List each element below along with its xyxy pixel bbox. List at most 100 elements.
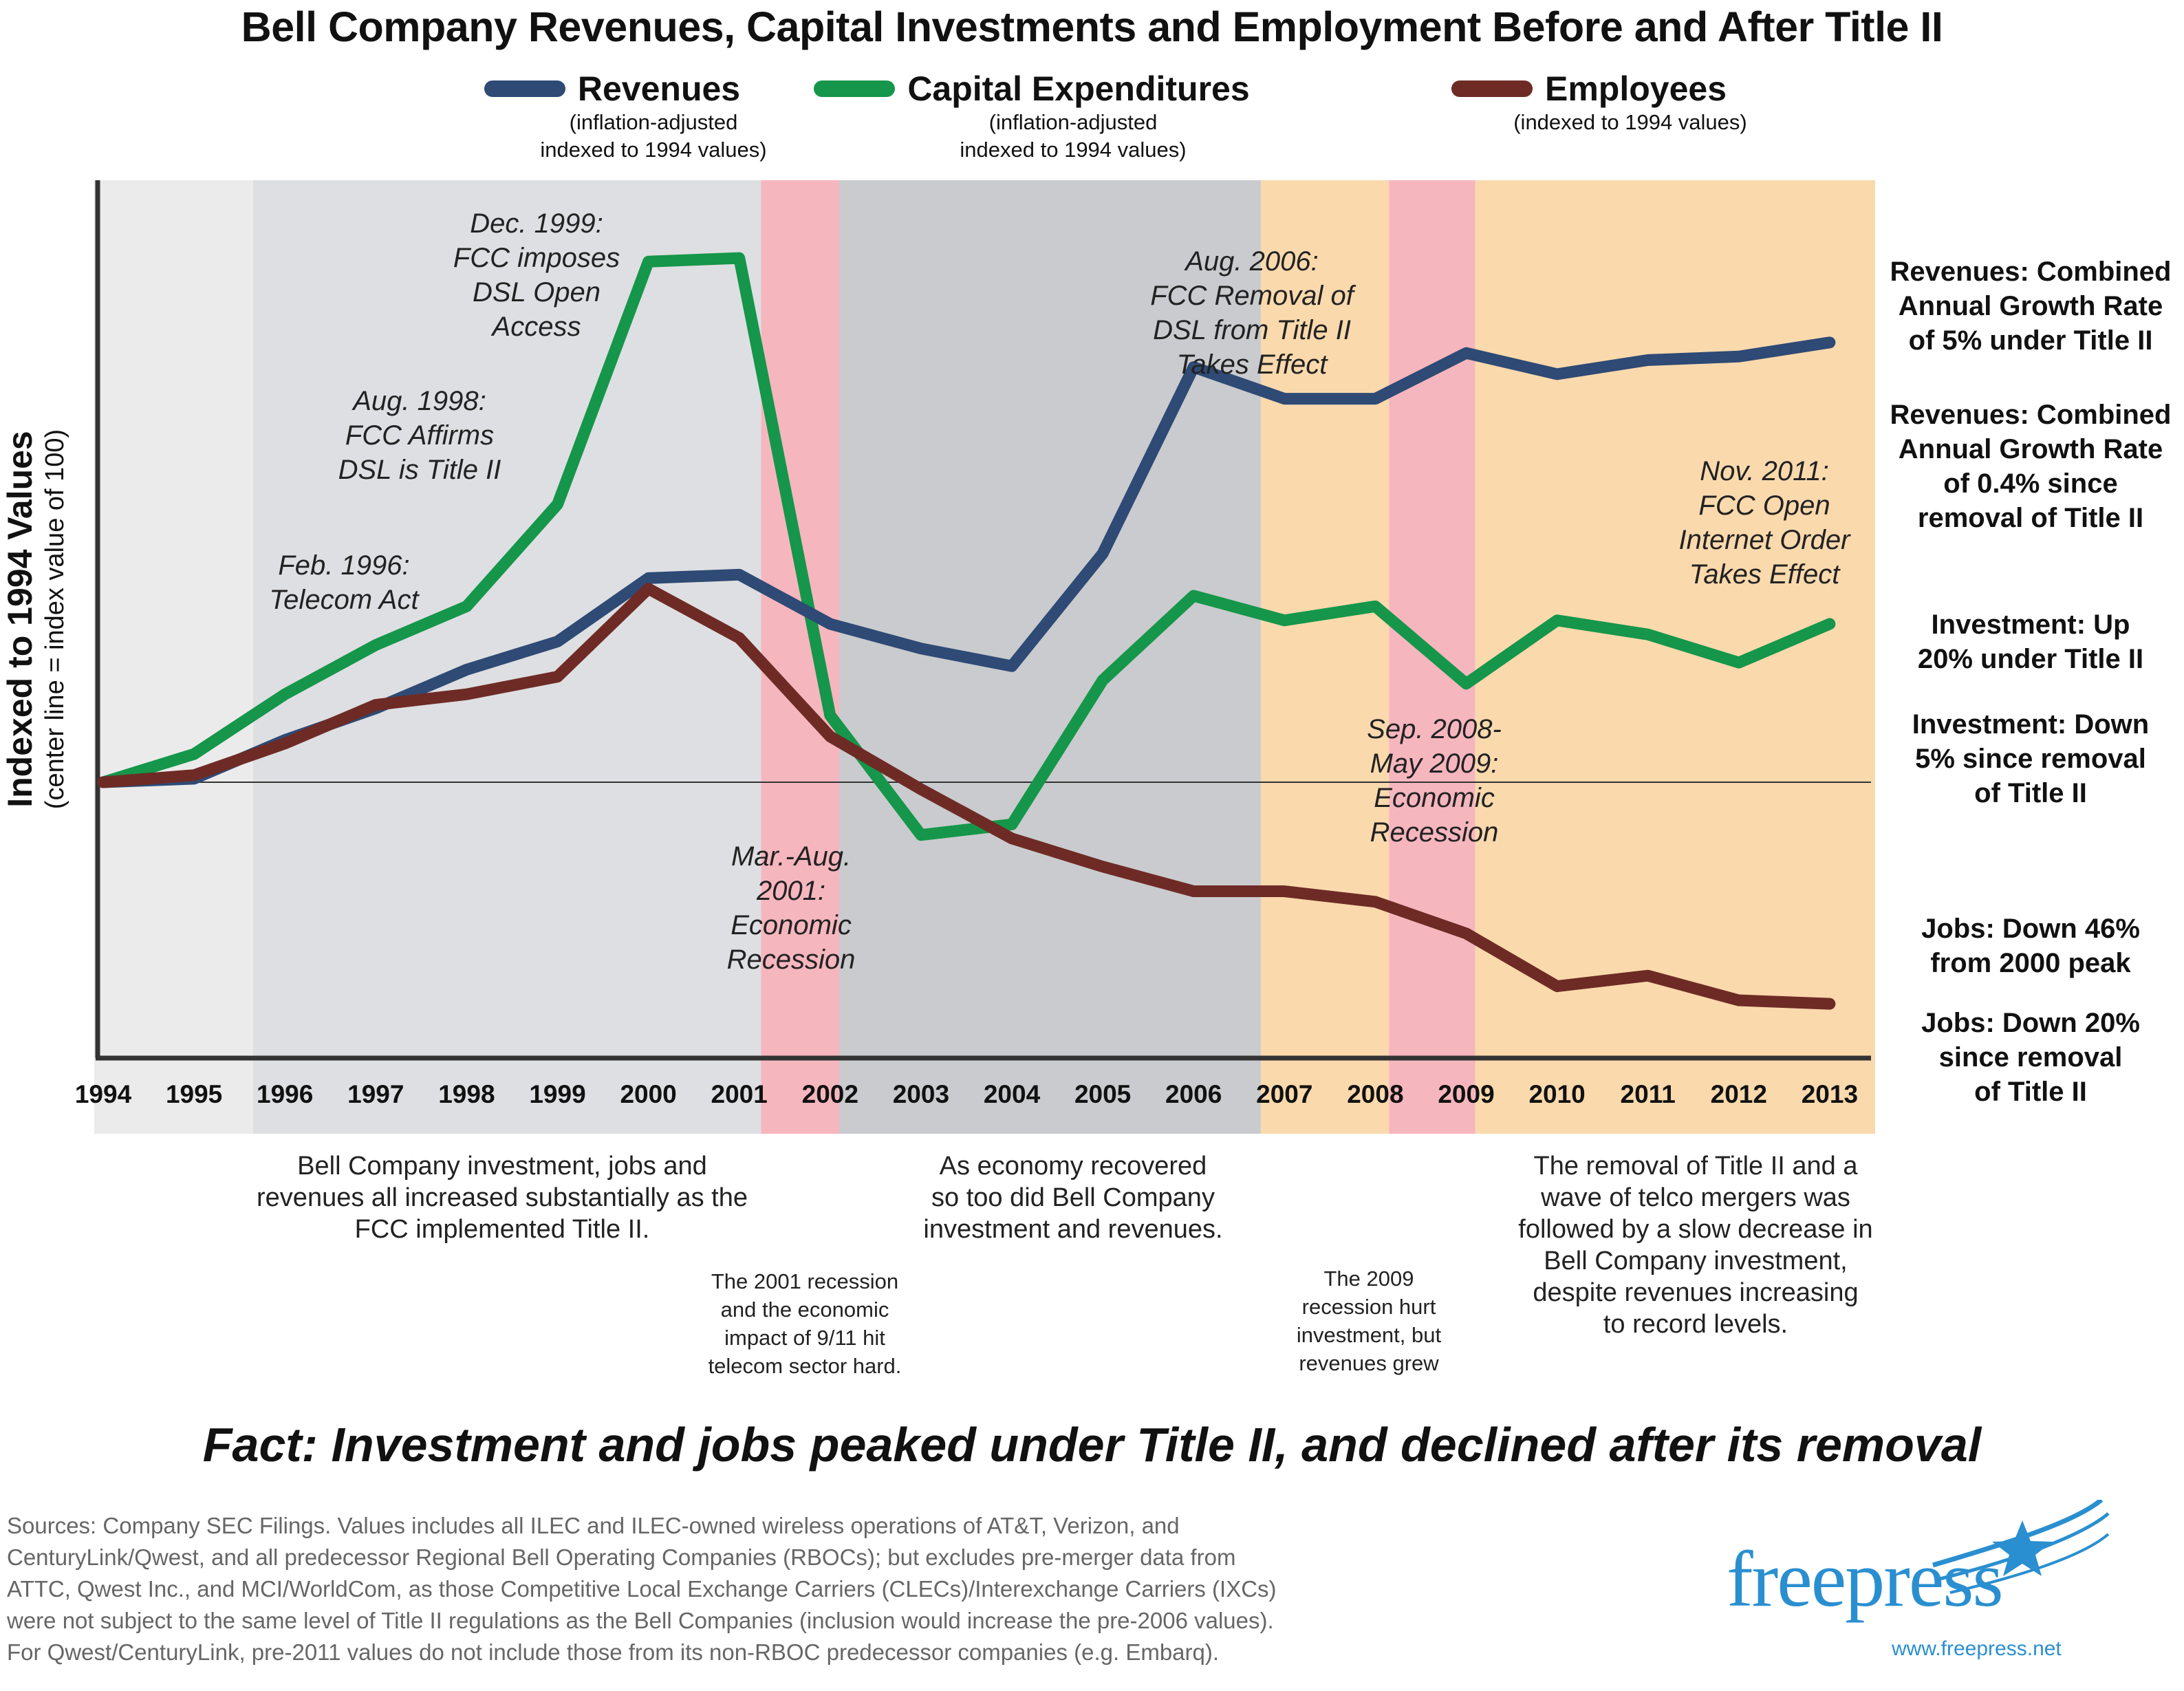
annotation-line: FCC imposes xyxy=(453,243,620,273)
annotation-line: Dec. 1999: xyxy=(470,208,603,239)
caption-line: so too did Bell Company xyxy=(931,1183,1215,1212)
annotation-recession-2008: Sep. 2008- May 2009: Economic Recession xyxy=(1307,712,1561,850)
chart-title: Bell Company Revenues, Capital Investmen… xyxy=(241,3,1943,50)
x-tick-label: 2007 xyxy=(1256,1080,1312,1108)
legend-revenues-note-1: (inflation-adjusted xyxy=(569,110,738,134)
caption-line: recession hurt xyxy=(1301,1295,1436,1319)
annotation-aug-2006: Aug. 2006: FCC Removal of DSL from Title… xyxy=(1114,244,1390,382)
x-tick-label: 2003 xyxy=(893,1080,949,1108)
series-line-capital-expenditures xyxy=(97,252,1836,841)
callout-line: of Title II xyxy=(1974,1077,2087,1107)
x-tick-label: 1997 xyxy=(347,1080,404,1108)
sources-line: Sources: Company SEC Filings. Values inc… xyxy=(7,1513,1180,1538)
caption-line: investment, but xyxy=(1296,1323,1442,1347)
legend-employees: Employees (indexed to 1994 values) xyxy=(1369,69,1809,136)
caption-line: impact of 9/11 hit xyxy=(724,1326,885,1350)
legend-revenues: Revenues (inflation-adjusted indexed to … xyxy=(371,69,853,164)
annotation-aug-1998: Aug. 1998: FCC Affirms DSL is Title II xyxy=(296,384,543,487)
annotation-line: DSL is Title II xyxy=(338,455,501,485)
annotation-line: Economic xyxy=(1374,783,1495,813)
x-tick-label: 2004 xyxy=(984,1080,1041,1108)
period-bands xyxy=(94,180,1875,1134)
caption-2009-recession: The 2009 recession hurt investment, but … xyxy=(1245,1264,1493,1377)
annotation-line: Internet Order xyxy=(1678,525,1850,555)
x-tick-label: 2001 xyxy=(711,1080,768,1108)
sources-line: were not subject to the same level of Ti… xyxy=(7,1608,1274,1633)
logo-name: freepress xyxy=(1727,1536,2004,1624)
logo-swoosh-icon xyxy=(1932,1500,2110,1594)
legend-capex-note-2: indexed to 1994 values) xyxy=(960,138,1187,162)
annotation-recession-2001: Mar.-Aug. 2001: Economic Recession xyxy=(667,839,915,977)
sources-line: For Qwest/CenturyLink, pre-2011 values d… xyxy=(7,1639,1220,1665)
caption-line: The 2001 recession xyxy=(711,1269,899,1293)
caption-line: The 2009 xyxy=(1323,1267,1414,1291)
annotation-line: Aug. 1998: xyxy=(353,386,486,416)
caption-recovery: As economy recovered so too did Bell Com… xyxy=(867,1150,1279,1245)
x-tick-label: 1995 xyxy=(166,1080,222,1108)
caption-line: investment and revenues. xyxy=(923,1215,1223,1244)
caption-line: followed by a slow decrease in xyxy=(1518,1215,1873,1244)
annotation-line: Sep. 2008- xyxy=(1367,714,1502,744)
x-tick-label: 1994 xyxy=(75,1080,132,1108)
series-line-employees xyxy=(97,583,1836,1010)
legend-revenues-name: Revenues xyxy=(577,69,741,108)
x-tick-label: 2006 xyxy=(1165,1080,1222,1108)
annotation-line: Mar.-Aug. xyxy=(731,841,852,872)
callout-line: 20% under Title II xyxy=(1917,644,2144,674)
annotation-line: 2001: xyxy=(756,876,826,906)
callout-jobs-peak: Jobs: Down 46% from 2000 peak xyxy=(1883,912,2178,980)
period-band xyxy=(94,180,253,1134)
legend-revenues-swatch xyxy=(484,80,565,97)
legend-capex-swatch xyxy=(814,80,896,97)
legend-employees-note-1: (indexed to 1994 values) xyxy=(1513,110,1747,134)
series-lines xyxy=(97,252,1836,1010)
annotation-line: Takes Effect xyxy=(1176,349,1328,380)
caption-line: wave of telco mergers was xyxy=(1541,1183,1850,1212)
caption-2001-recession: The 2001 recession and the economic impa… xyxy=(653,1267,956,1380)
callout-line: Revenues: Combined xyxy=(1890,257,2172,287)
callout-line: of 5% under Title II xyxy=(1908,325,2153,356)
caption-line: The removal of Title II and a xyxy=(1533,1152,1858,1181)
x-tick-label: 2009 xyxy=(1438,1080,1494,1108)
period-band xyxy=(761,180,840,1134)
caption-after-removal: The removal of Title II and a wave of te… xyxy=(1472,1150,1919,1340)
y-axis-sublabel: (center line = index value of 100) xyxy=(41,429,69,809)
freepress-logo: freepress www.freepress.net xyxy=(1727,1500,2112,1672)
callout-jobs-removal: Jobs: Down 20% since removal of Title II xyxy=(1883,1006,2178,1109)
callout-revenues-title-ii: Revenues: Combined Annual Growth Rate of… xyxy=(1883,255,2178,358)
callout-line: Annual Growth Rate xyxy=(1898,434,2163,464)
x-tick-label: 2012 xyxy=(1711,1080,1767,1108)
caption-line: Bell Company investment, xyxy=(1544,1247,1848,1275)
legend-capex-note-1: (inflation-adjusted xyxy=(988,110,1158,134)
x-tick-label: 1998 xyxy=(438,1080,495,1108)
y-axis-label: Indexed to 1994 Values xyxy=(1,431,39,808)
caption-line: to record levels. xyxy=(1603,1310,1788,1339)
x-tick-label: 2013 xyxy=(1802,1080,1858,1108)
caption-title-ii-period: Bell Company investment, jobs and revenu… xyxy=(206,1150,798,1245)
callout-line: Revenues: Combined xyxy=(1890,400,2172,430)
annotation-line: FCC Removal of xyxy=(1150,281,1354,311)
x-tick-label: 1999 xyxy=(529,1080,585,1108)
x-tick-label: 2008 xyxy=(1347,1080,1403,1108)
callout-line: of 0.4% since xyxy=(1943,468,2118,499)
period-band xyxy=(839,180,1261,1134)
x-tick-label: 2010 xyxy=(1528,1080,1585,1108)
legend-employees-swatch xyxy=(1451,80,1533,97)
annotation-dec-1999: Dec. 1999: FCC imposes DSL Open Access xyxy=(413,206,660,344)
caption-line: revenues all increased substantially as … xyxy=(257,1183,748,1212)
sources-line: CenturyLink/Qwest, and all predecessor R… xyxy=(7,1544,1236,1570)
callout-line: from 2000 peak xyxy=(1930,948,2131,978)
period-band xyxy=(1475,180,1875,1134)
callout-line: removal of Title II xyxy=(1917,503,2144,533)
callout-investment-down: Investment: Down 5% since removal of Tit… xyxy=(1883,707,2178,810)
x-tick-label: 2005 xyxy=(1074,1080,1131,1108)
caption-line: despite revenues increasing xyxy=(1533,1278,1859,1307)
annotation-line: Takes Effect xyxy=(1689,559,1840,590)
annotation-line: FCC Open xyxy=(1698,491,1830,521)
callout-revenues-after-removal: Revenues: Combined Annual Growth Rate of… xyxy=(1883,398,2178,535)
callout-line: of Title II xyxy=(1974,778,2087,808)
annotation-line: Economic xyxy=(731,910,852,940)
callout-line: Investment: Down xyxy=(1912,709,2150,740)
annotation-line: Nov. 2011: xyxy=(1700,456,1829,486)
